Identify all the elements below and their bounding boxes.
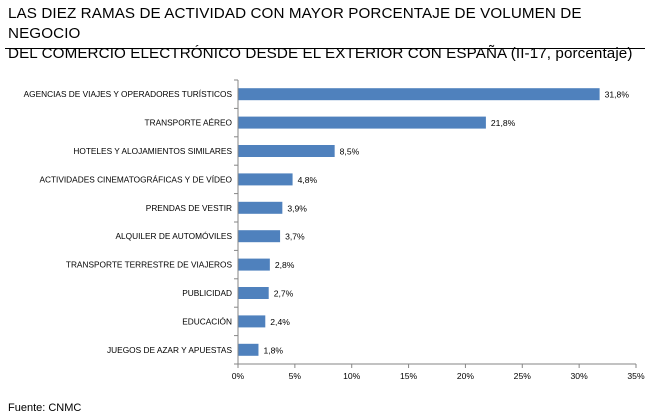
x-tick-label: 15% [400,371,418,381]
x-tick-label: 30% [571,371,589,381]
value-label: 2,4% [270,317,290,327]
x-tick-label: 0% [232,371,245,381]
bar [238,116,486,129]
bar [238,173,293,186]
category-label: ACTIVIDADES CINEMATOGRÁFICAS Y DE VÍDEO [39,174,232,184]
chart-title-line-1: LAS DIEZ RAMAS DE ACTIVIDAD CON MAYOR PO… [8,5,582,42]
category-label: AGENCIAS DE VIAJES Y OPERADORES TURÍSTIC… [24,89,233,99]
value-label: 2,7% [274,289,294,299]
bar [238,145,335,157]
value-label: 31,8% [605,90,630,100]
category-label: JUEGOS DE AZAR Y APUESTAS [107,345,232,355]
value-label: 8,5% [340,147,360,157]
bar [238,88,600,101]
source-note: Fuente: CNMC [8,402,82,414]
category-label: PUBLICIDAD [182,288,232,298]
category-label: TRANSPORTE TERRESTRE DE VIAJEROS [66,260,233,270]
x-tick-label: 20% [457,371,475,381]
x-tick-label: 5% [289,371,302,381]
category-label: TRANSPORTE AÉREO [145,118,233,128]
chart-title-line-2: DEL COMERCIO ELECTRÓNICO DESDE EL EXTERI… [8,45,633,62]
value-label: 4,8% [298,175,318,185]
chart-title: LAS DIEZ RAMAS DE ACTIVIDAD CON MAYOR PO… [8,4,644,64]
category-label: PRENDAS DE VESTIR [146,203,232,213]
bar [238,287,269,299]
x-tick-label: 25% [514,371,532,381]
bar [238,343,259,356]
value-label: 21,8% [491,118,516,128]
title-divider [5,48,645,49]
value-label: 3,7% [285,232,305,242]
x-tick-label: 10% [343,371,361,381]
bar [238,201,283,214]
value-label: 1,8% [263,345,283,355]
bar [238,315,266,328]
bar [238,230,281,243]
value-label: 3,9% [287,203,307,213]
x-tick-label: 35% [627,371,645,381]
bar [238,258,270,271]
category-label: EDUCACIÓN [182,316,232,326]
value-label: 2,8% [275,260,295,270]
category-label: HOTELES Y ALOJAMIENTOS SIMILARES [73,146,232,156]
category-label: ALQUILER DE AUTOMÓVILES [115,231,232,241]
